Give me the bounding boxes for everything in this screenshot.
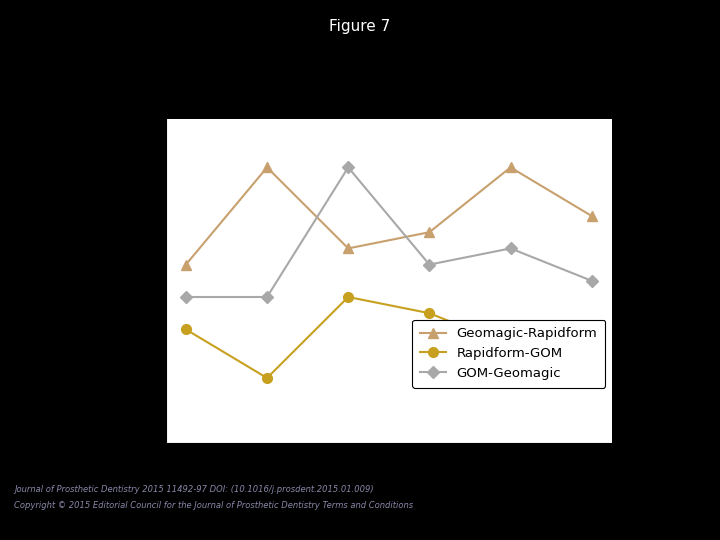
Y-axis label: Standard Deviations (mm): Standard Deviations (mm) xyxy=(89,168,104,394)
Geomagic-Rapidform xyxy=(425,229,433,235)
GOM-Geomagic xyxy=(181,294,190,300)
Geomagic-Rapidform xyxy=(506,164,515,171)
Rapidform-GOM xyxy=(181,326,190,333)
Rapidform-GOM xyxy=(425,310,433,316)
GOM-Geomagic xyxy=(344,164,353,171)
Rapidform-GOM xyxy=(263,375,271,381)
Line: GOM-Geomagic: GOM-Geomagic xyxy=(181,163,596,301)
GOM-Geomagic xyxy=(588,278,596,284)
GOM-Geomagic xyxy=(263,294,271,300)
Text: Journal of Prosthetic Dentistry 2015 11492-97 DOI: (10.1016/j.prosdent.2015.01.0: Journal of Prosthetic Dentistry 2015 114… xyxy=(14,485,374,494)
Geomagic-Rapidform xyxy=(181,261,190,268)
Text: Figure 7: Figure 7 xyxy=(329,19,391,34)
Legend: Geomagic-Rapidform, Rapidform-GOM, GOM-Geomagic: Geomagic-Rapidform, Rapidform-GOM, GOM-G… xyxy=(412,320,606,388)
Rapidform-GOM xyxy=(506,342,515,349)
Line: Geomagic-Rapidform: Geomagic-Rapidform xyxy=(181,163,597,269)
Geomagic-Rapidform xyxy=(263,164,271,171)
GOM-Geomagic xyxy=(506,245,515,252)
GOM-Geomagic xyxy=(425,261,433,268)
Rapidform-GOM xyxy=(344,294,353,300)
Rapidform-GOM xyxy=(588,326,596,333)
Geomagic-Rapidform xyxy=(344,245,353,252)
X-axis label: Repetition: Repetition xyxy=(336,478,441,496)
Text: Copyright © 2015 Editorial Council for the Journal of Prosthetic Dentistry Terms: Copyright © 2015 Editorial Council for t… xyxy=(14,501,413,510)
Geomagic-Rapidform xyxy=(588,213,596,219)
Line: Rapidform-GOM: Rapidform-GOM xyxy=(181,292,597,383)
